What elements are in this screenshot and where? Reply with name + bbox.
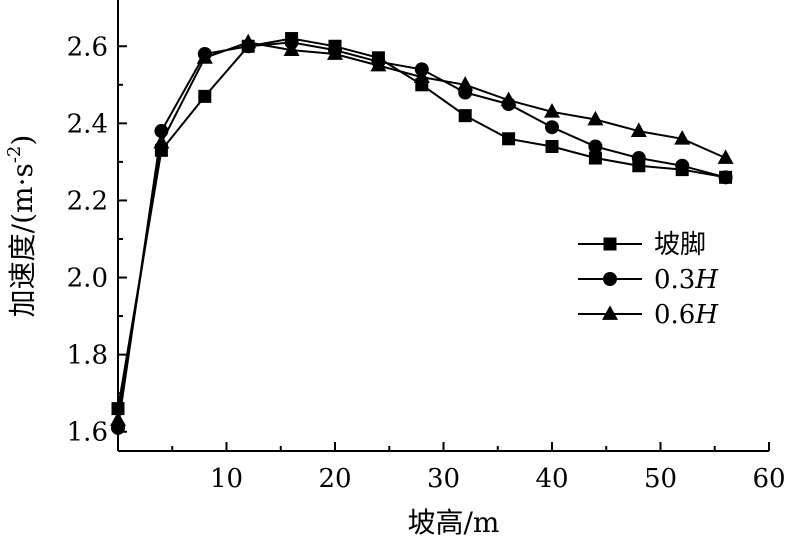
data-point-circle xyxy=(545,120,559,135)
y-axis-label: 加速度/(m·s-2) xyxy=(4,135,39,318)
y-axis-label-main: 加速度/(m·s xyxy=(6,163,39,317)
data-point-square xyxy=(458,109,472,123)
data-point-square xyxy=(588,151,602,165)
y-axis-label-superscript: -2 xyxy=(4,146,25,164)
legend-label-main: 0.6 xyxy=(654,300,695,330)
data-point-circle xyxy=(588,139,603,154)
legend-label-main: 坡脚 xyxy=(654,230,706,260)
data-point-triangle xyxy=(674,130,691,145)
legend-label: 0.3H xyxy=(654,265,719,295)
legend-label-italic: H xyxy=(694,300,719,330)
data-point-triangle xyxy=(717,149,734,164)
data-point-triangle xyxy=(413,68,430,83)
y-axis-label-tail: ) xyxy=(6,135,39,146)
y-tick-label: 2.2 xyxy=(67,186,108,216)
legend-label: 0.6H xyxy=(654,300,719,330)
data-point-triangle xyxy=(327,45,343,60)
legend-marker-square xyxy=(603,237,617,251)
series-3 xyxy=(110,33,734,427)
y-tick-label: 2.6 xyxy=(67,32,108,62)
data-point-triangle xyxy=(240,33,257,49)
series-layer xyxy=(110,32,734,435)
x-axis-label: 坡高/m xyxy=(408,506,500,539)
x-tick-label: 60 xyxy=(752,464,785,494)
data-point-circle xyxy=(675,158,690,173)
data-point-square xyxy=(545,139,559,153)
axes xyxy=(117,0,769,452)
data-point-triangle xyxy=(544,103,560,118)
data-point-triangle xyxy=(370,56,387,72)
y-tick-label: 2.4 xyxy=(67,109,108,139)
data-point-triangle xyxy=(153,133,170,149)
x-ticks: 10 20 30 40 50 60 xyxy=(171,442,786,494)
data-point-circle xyxy=(718,170,733,185)
data-point-circle xyxy=(631,151,646,166)
y-ticks: 1.6 1.8 2.0 2.2 2.4 2.6 xyxy=(67,32,127,448)
legend-label-italic: H xyxy=(694,265,719,295)
data-point-triangle xyxy=(110,411,126,427)
legend-item: 坡脚 xyxy=(578,230,706,260)
data-point-triangle xyxy=(457,76,474,91)
x-tick-label: 30 xyxy=(427,464,460,494)
x-tick-label: 20 xyxy=(318,464,351,494)
y-tick-label: 2.0 xyxy=(67,264,108,294)
legend-item: 0.6H xyxy=(578,300,719,330)
x-tick-label: 10 xyxy=(210,464,243,494)
x-tick-label: 40 xyxy=(535,464,568,494)
data-point-square xyxy=(198,89,212,103)
data-point-square xyxy=(502,132,516,146)
x-tick-label: 50 xyxy=(644,464,677,494)
y-tick-label: 1.6 xyxy=(67,418,108,448)
legend-label-main: 0.3 xyxy=(654,265,695,295)
legend-label: 坡脚 xyxy=(654,230,706,260)
data-point-triangle xyxy=(630,122,647,137)
data-point-triangle xyxy=(196,49,213,64)
data-point-triangle xyxy=(283,41,300,56)
legend-item: 0.3H xyxy=(578,265,719,295)
series-1 xyxy=(111,32,733,416)
data-point-triangle xyxy=(500,91,517,107)
legend: 坡脚0.3H0.6H xyxy=(578,230,719,330)
legend-marker-triangle xyxy=(602,305,618,320)
legend-marker-circle xyxy=(603,272,617,286)
data-point-triangle xyxy=(587,110,604,126)
y-tick-label: 1.8 xyxy=(67,341,108,371)
